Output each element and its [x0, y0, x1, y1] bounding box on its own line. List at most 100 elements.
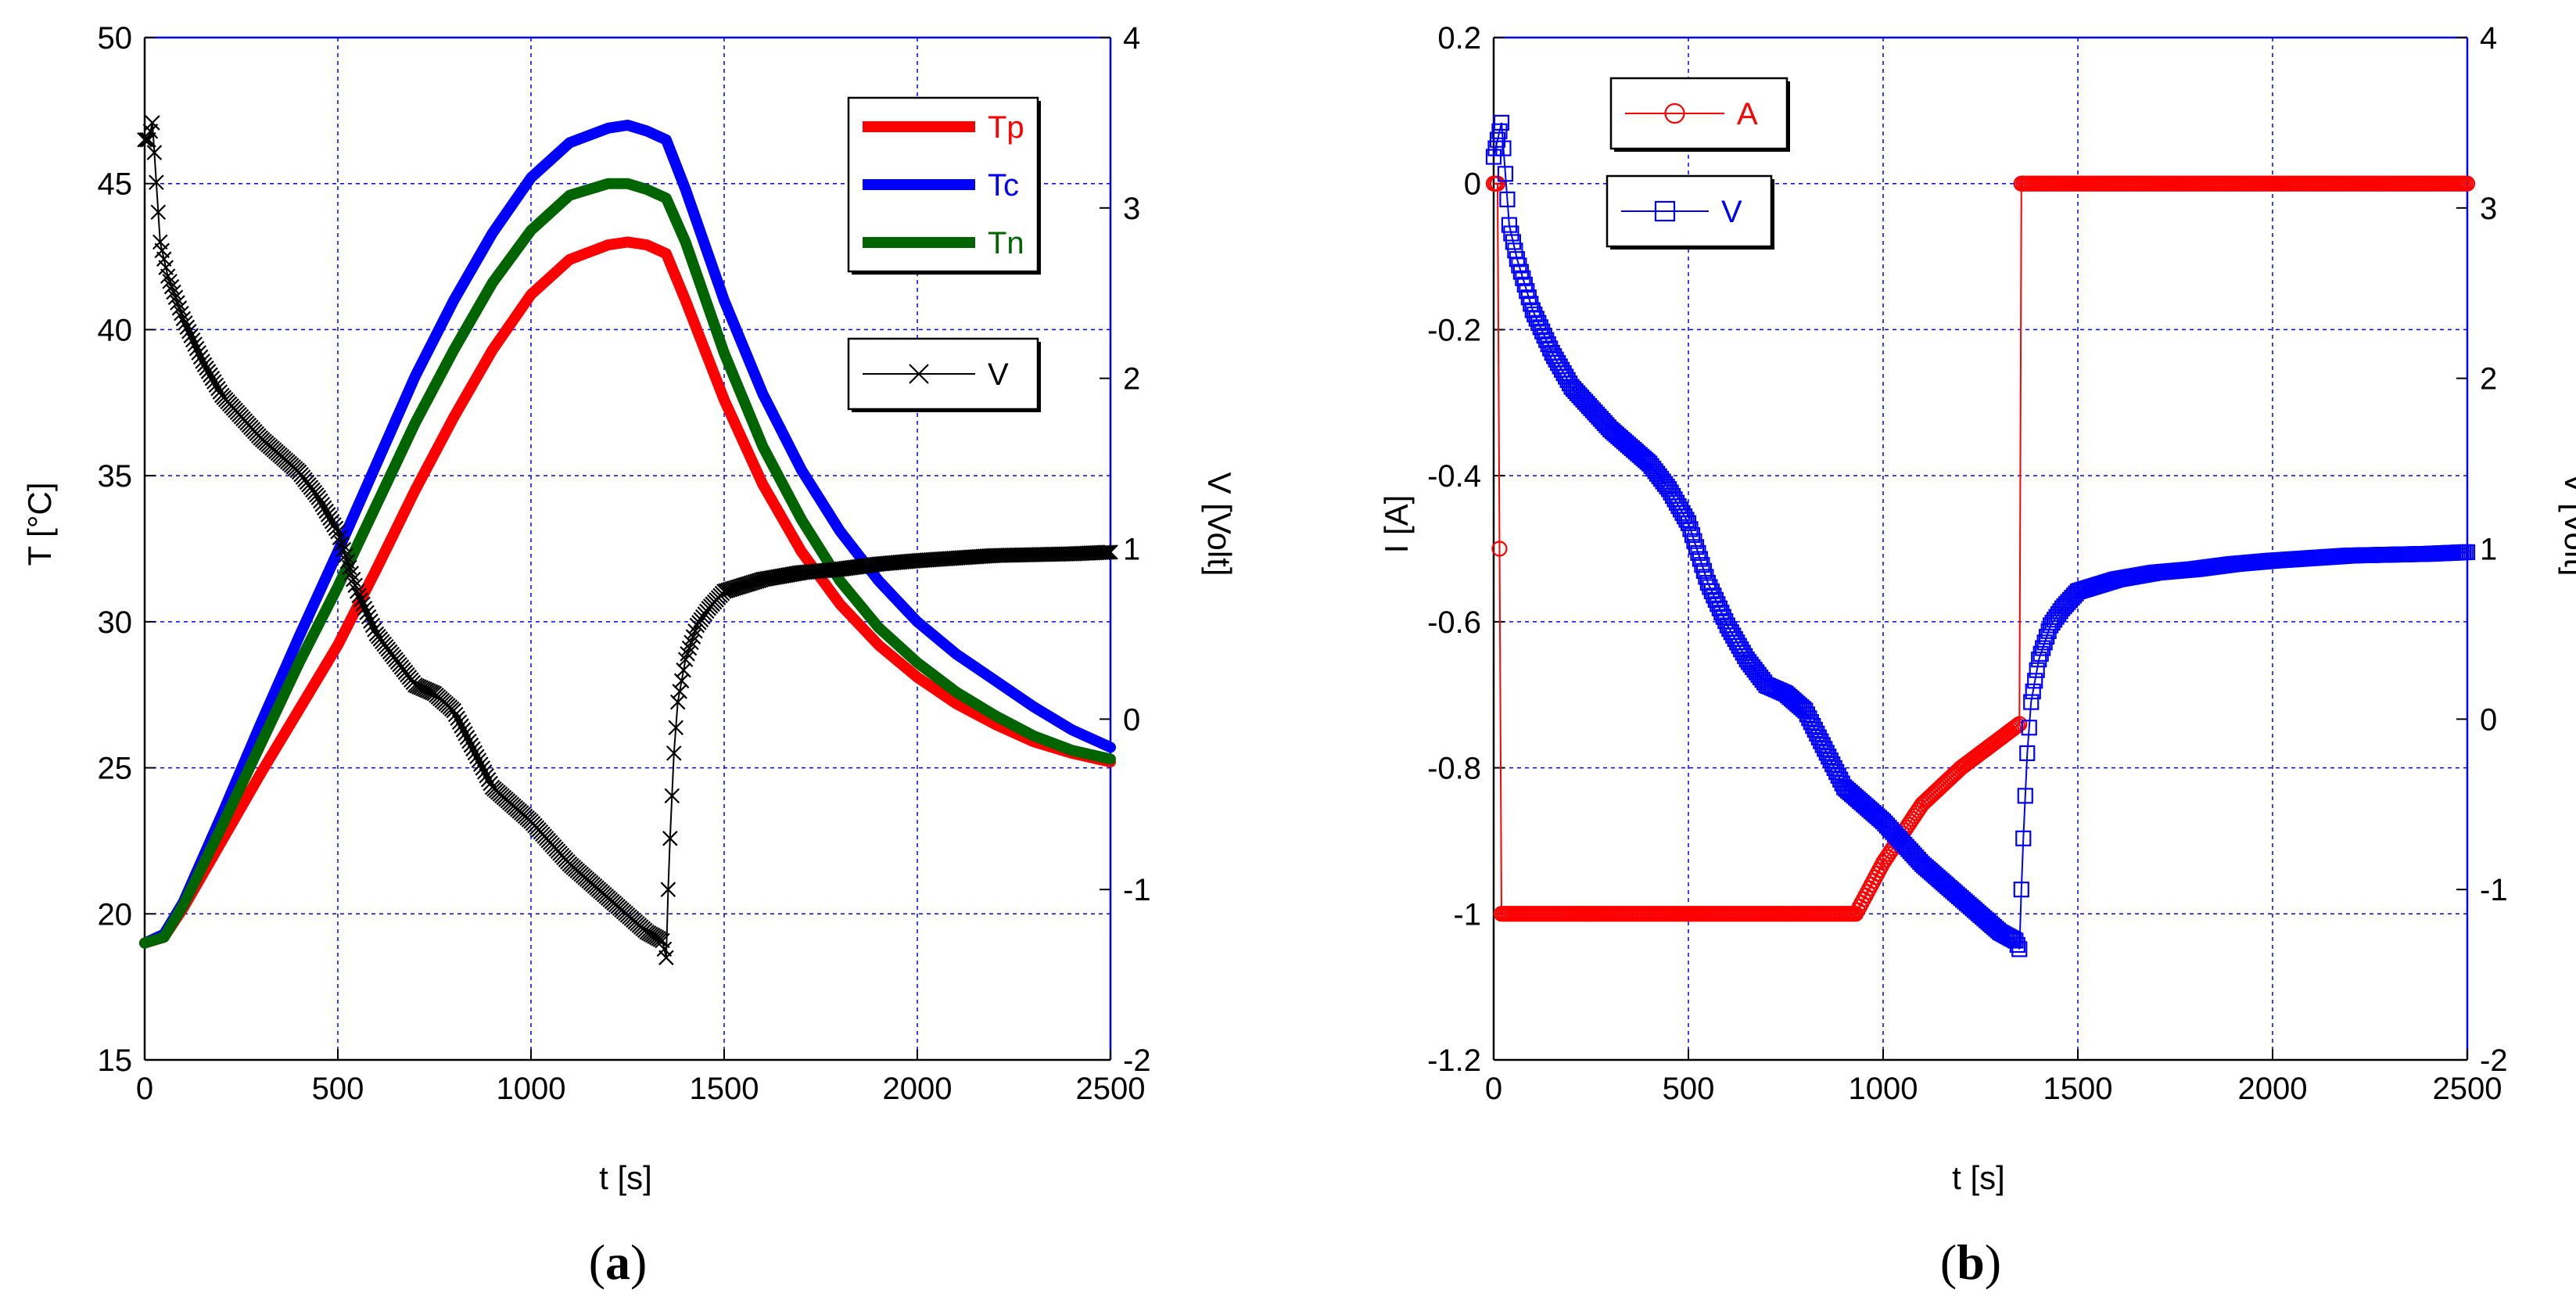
chart-a-point-v [175, 311, 192, 327]
chart-panel-b: t [s] I [A] V [Volt] (b) 050010001500200… [1378, 21, 2576, 1290]
chart-a-xtick-label: 1500 [690, 1072, 759, 1106]
chart-b-ylabel: I [A] [1378, 495, 1415, 554]
chart-a-point-v [364, 617, 381, 634]
chart-a-point-v [681, 640, 698, 656]
chart-b-y2tick-label: -2 [2480, 1043, 2508, 1078]
chart-b-paren-open: ( [1940, 1234, 1957, 1290]
chart-b-point-v [1501, 217, 1518, 233]
chart-a-point-v [473, 756, 489, 772]
chart-b-point-v [1489, 131, 1506, 148]
chart-a-ytick-label: 25 [98, 752, 133, 786]
chart-b-point-v [2007, 932, 2024, 949]
chart-a-point-v [479, 767, 494, 784]
chart-a-point-v [476, 764, 493, 780]
chart-a-paren-open: ( [589, 1234, 605, 1290]
chart-b-point-v [1485, 149, 1502, 165]
chart-a-point-v [330, 523, 346, 540]
chart-b-point-a [2459, 175, 2476, 192]
chart-b-point-v [1534, 323, 1551, 339]
chart-a-point-v [206, 374, 222, 390]
chart-a-point-v [357, 600, 373, 616]
chart-b-point-v [1694, 557, 1710, 573]
chart-a-point-v [367, 622, 382, 638]
chart-b-point-v [2035, 640, 2051, 656]
chart-b-ytick-label: -1 [1453, 897, 1481, 932]
chart-b-point-v [1684, 526, 1701, 544]
chart-a-point-v [342, 559, 357, 576]
chart-b-point-a [2009, 717, 2025, 734]
chart-a-point-v [457, 726, 473, 742]
chart-b-point-a [2011, 716, 2028, 732]
chart-a-point-v [338, 548, 353, 563]
chart-a-y2tick-label: 1 [1123, 533, 1140, 567]
chart-b-point-v [1702, 579, 1718, 595]
chart-b-point-v [1690, 544, 1706, 562]
chart-a-point-v [355, 596, 371, 612]
chart-b-ytick-label: -1.2 [1427, 1043, 1481, 1078]
chart-a-point-v [363, 613, 379, 629]
chart-a-point-v [446, 702, 461, 719]
chart-b-paren-close: ) [1985, 1234, 2001, 1290]
chart-b-point-v [1527, 306, 1543, 323]
chart-b-xtick-label: 1000 [1849, 1072, 1918, 1106]
chart-a-point-v [145, 115, 160, 131]
chart-b-point-v [1686, 533, 1702, 549]
chart-b-point-v [1497, 166, 1514, 182]
chart-a-xlabel: t [s] [599, 1159, 652, 1196]
chart-a-point-v [200, 364, 217, 379]
chart-b-point-v [1495, 140, 1512, 156]
chart-a-series-tn [139, 178, 1116, 949]
chart-b-ytick-label: -0.2 [1427, 313, 1481, 347]
chart-a-ytick-label: 20 [98, 897, 133, 932]
chart-b-point-v [2019, 745, 2036, 762]
chart-b-xtick-label: 500 [1663, 1072, 1715, 1106]
chart-b-point-v [1503, 225, 1519, 242]
chart-a-point-v [471, 752, 487, 768]
chart-a-point-v [163, 278, 180, 295]
chart-a-point-v [318, 503, 334, 519]
chart-a-point-v [361, 609, 377, 625]
chart-a-xtick-label: 500 [312, 1072, 364, 1106]
chart-b-point-v [1505, 234, 1522, 250]
chart-b-point-v [1692, 551, 1709, 567]
chart-b-point-v [2031, 651, 2047, 668]
chart-a-point-v [664, 788, 680, 804]
chart-b-point-v [1538, 332, 1555, 348]
chart-a-point-v [677, 652, 694, 667]
chart-a-ylabel: T [°C] [21, 482, 58, 566]
chart-a-legend-label-tp: Tp [988, 110, 1024, 145]
chart-a-point-v [666, 745, 682, 761]
chart-b-point-v [1536, 328, 1552, 344]
chart-a-xtick-label: 2000 [883, 1072, 953, 1106]
chart-b-xtick-label: 2000 [2238, 1072, 2308, 1106]
chart-a-paren-close: ) [630, 1234, 647, 1290]
chart-a-point-v [314, 497, 331, 512]
chart-b-point-v [2009, 936, 2025, 954]
chart-a-point-v [324, 513, 340, 530]
chart-a-series-tp [139, 236, 1116, 949]
chart-a-legend-1: V [847, 337, 1041, 412]
chart-a-point-v [662, 831, 678, 846]
chart-b-legend-0: A [1609, 77, 1790, 152]
chart-b-ytick-label: 0 [1464, 167, 1481, 202]
chart-b-point-v [1680, 515, 1697, 531]
chart-b-point-v [1682, 521, 1699, 537]
chart-a-point-v [192, 349, 209, 365]
chart-b-legend-label-v: V [1721, 195, 1742, 229]
chart-b-point-v [2017, 788, 2033, 804]
chart-a-point-v [146, 145, 163, 160]
chart-b-point-v [1540, 336, 1556, 353]
chart-a-point-v [459, 729, 475, 745]
chart-a-point-v [454, 718, 469, 734]
chart-b-point-v [1524, 302, 1541, 318]
svg-text:(b): (b) [1940, 1234, 2001, 1290]
chart-a-point-v [1099, 544, 1114, 560]
chart-b-point-v [2029, 662, 2045, 678]
chart-b-point-v [1703, 583, 1720, 600]
chart-a-point-v [312, 493, 328, 509]
chart-b-y2tick-label: -1 [2480, 873, 2508, 907]
chart-a-point-v [179, 319, 196, 336]
chart-a-ytick-label: 15 [98, 1043, 133, 1078]
chart-a-point-v [1100, 544, 1117, 560]
